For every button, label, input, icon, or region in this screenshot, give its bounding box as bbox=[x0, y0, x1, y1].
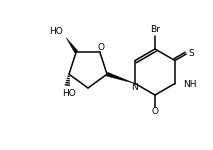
Text: N: N bbox=[131, 83, 137, 92]
Polygon shape bbox=[66, 38, 78, 53]
Text: Br: Br bbox=[150, 26, 160, 34]
Text: O: O bbox=[97, 43, 104, 52]
Text: O: O bbox=[151, 108, 158, 117]
Text: HO: HO bbox=[62, 89, 76, 98]
Text: S: S bbox=[188, 50, 194, 58]
Polygon shape bbox=[106, 72, 135, 84]
Text: NH: NH bbox=[183, 80, 196, 89]
Text: HO: HO bbox=[49, 27, 63, 36]
